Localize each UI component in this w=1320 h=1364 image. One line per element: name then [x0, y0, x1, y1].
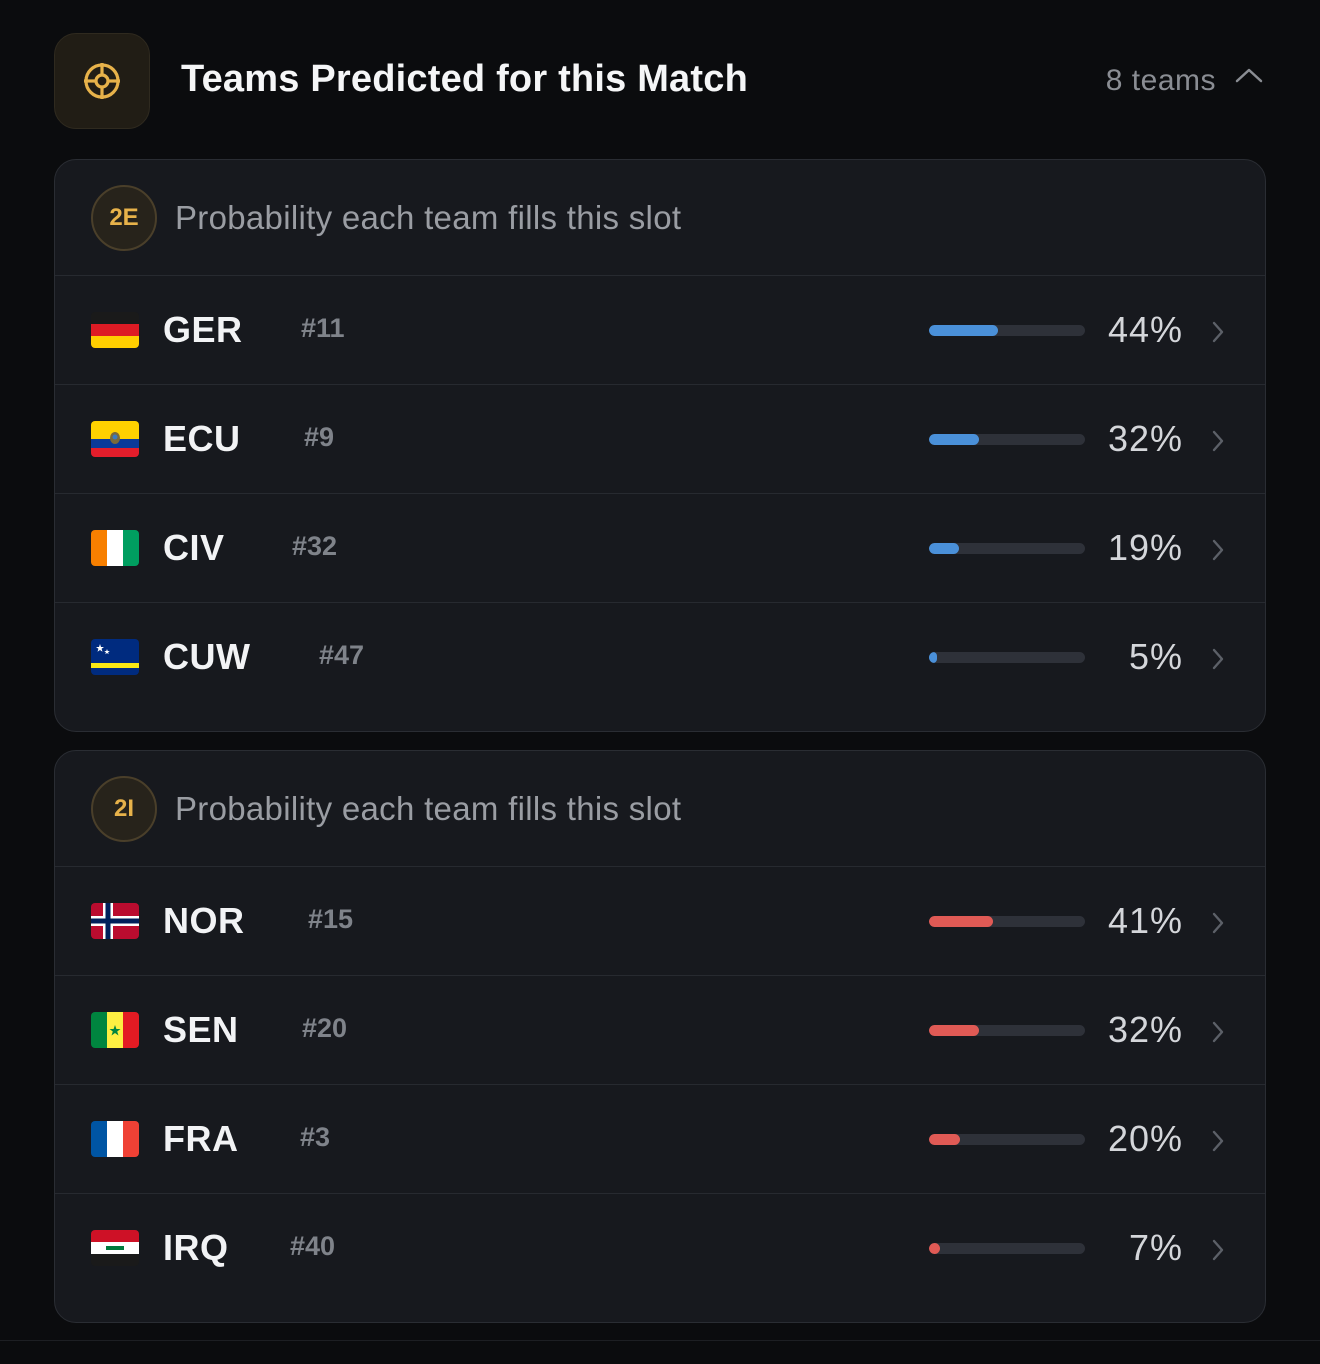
probability-value: 32% — [1107, 1009, 1183, 1050]
slot-badge: 2E — [91, 185, 157, 251]
team-count: 8 teams — [1105, 64, 1216, 97]
team-row[interactable]: CIV #32 19% — [55, 494, 1265, 603]
curacao-flag-icon — [91, 639, 139, 675]
chevron-right-icon — [1212, 912, 1224, 934]
senegal-flag-icon — [91, 1012, 139, 1048]
probability-bar — [929, 434, 1085, 445]
chevron-up-icon[interactable] — [1234, 65, 1264, 85]
slot-subtitle: Probability each team fills this slot — [175, 199, 682, 236]
team-code: FRA — [163, 1118, 239, 1159]
probability-bar-fill — [929, 325, 998, 336]
bottom-divider — [0, 1340, 1320, 1341]
team-code: CUW — [163, 636, 251, 677]
probability-bar-fill — [929, 543, 959, 554]
chevron-right-icon — [1212, 648, 1224, 670]
team-row[interactable]: FRA #3 20% — [55, 1085, 1265, 1194]
probability-value: 44% — [1107, 309, 1183, 350]
slot-card-header: 2E Probability each team fills this slot — [55, 160, 1265, 276]
germany-flag-icon — [91, 312, 139, 348]
probability-bar-fill — [929, 434, 979, 445]
target-icon — [84, 63, 120, 99]
iraq-flag-icon — [91, 1230, 139, 1266]
ivory-coast-flag-icon — [91, 530, 139, 566]
ecuador-flag-icon — [91, 421, 139, 457]
section-header[interactable]: Teams Predicted for this Match 8 teams — [54, 33, 1266, 129]
team-code: ECU — [163, 418, 241, 459]
probability-bar-fill — [929, 1243, 940, 1254]
probability-bar — [929, 1134, 1085, 1145]
probability-bar — [929, 652, 1085, 663]
team-rank: #3 — [300, 1122, 331, 1152]
section-title: Teams Predicted for this Match — [181, 58, 748, 100]
team-row[interactable]: CUW #47 5% — [55, 603, 1265, 712]
probability-bar-fill — [929, 916, 993, 927]
probability-value: 5% — [1128, 636, 1183, 677]
slot-card-header: 2I Probability each team fills this slot — [55, 751, 1265, 867]
chevron-right-icon — [1212, 1021, 1224, 1043]
probability-bar — [929, 1025, 1085, 1036]
probability-value: 20% — [1107, 1118, 1183, 1159]
probability-value: 7% — [1128, 1227, 1183, 1268]
team-rank: #20 — [302, 1013, 348, 1043]
probability-bar — [929, 325, 1085, 336]
team-row[interactable]: NOR #15 41% — [55, 867, 1265, 976]
slot-card-2i: 2I Probability each team fills this slot… — [54, 750, 1266, 1323]
slot-card-2e: 2E Probability each team fills this slot… — [54, 159, 1266, 732]
chevron-right-icon — [1212, 1130, 1224, 1152]
team-row[interactable]: SEN #20 32% — [55, 976, 1265, 1085]
team-rank: #32 — [292, 531, 338, 561]
slot-badge: 2I — [91, 776, 157, 842]
team-rank: #9 — [304, 422, 335, 452]
probability-bar-fill — [929, 652, 937, 663]
probability-value: 41% — [1107, 900, 1183, 941]
chevron-right-icon — [1212, 321, 1224, 343]
probability-value: 19% — [1107, 527, 1183, 568]
probability-bar-fill — [929, 1134, 961, 1145]
team-rank: #47 — [319, 640, 365, 670]
chevron-right-icon — [1212, 1239, 1224, 1261]
header-icon-box — [54, 33, 150, 129]
norway-flag-icon — [91, 903, 139, 939]
chevron-right-icon — [1212, 430, 1224, 452]
team-code: SEN — [163, 1009, 239, 1050]
team-rank: #11 — [301, 313, 345, 343]
slot-subtitle: Probability each team fills this slot — [175, 790, 682, 827]
probability-bar — [929, 916, 1085, 927]
probability-value: 32% — [1107, 418, 1183, 459]
team-row[interactable]: ECU #9 32% — [55, 385, 1265, 494]
chevron-right-icon — [1212, 539, 1224, 561]
probability-bar — [929, 543, 1085, 554]
team-rank: #15 — [308, 904, 354, 934]
team-row[interactable]: IRQ #40 7% — [55, 1194, 1265, 1303]
team-rank: #40 — [290, 1231, 336, 1261]
probability-bar-fill — [929, 1025, 979, 1036]
probability-bar — [929, 1243, 1085, 1254]
team-code: IRQ — [163, 1227, 229, 1268]
team-row[interactable]: GER #11 44% — [55, 276, 1265, 385]
france-flag-icon — [91, 1121, 139, 1157]
team-code: CIV — [163, 527, 225, 568]
team-code: NOR — [163, 900, 245, 941]
team-code: GER — [163, 309, 243, 350]
